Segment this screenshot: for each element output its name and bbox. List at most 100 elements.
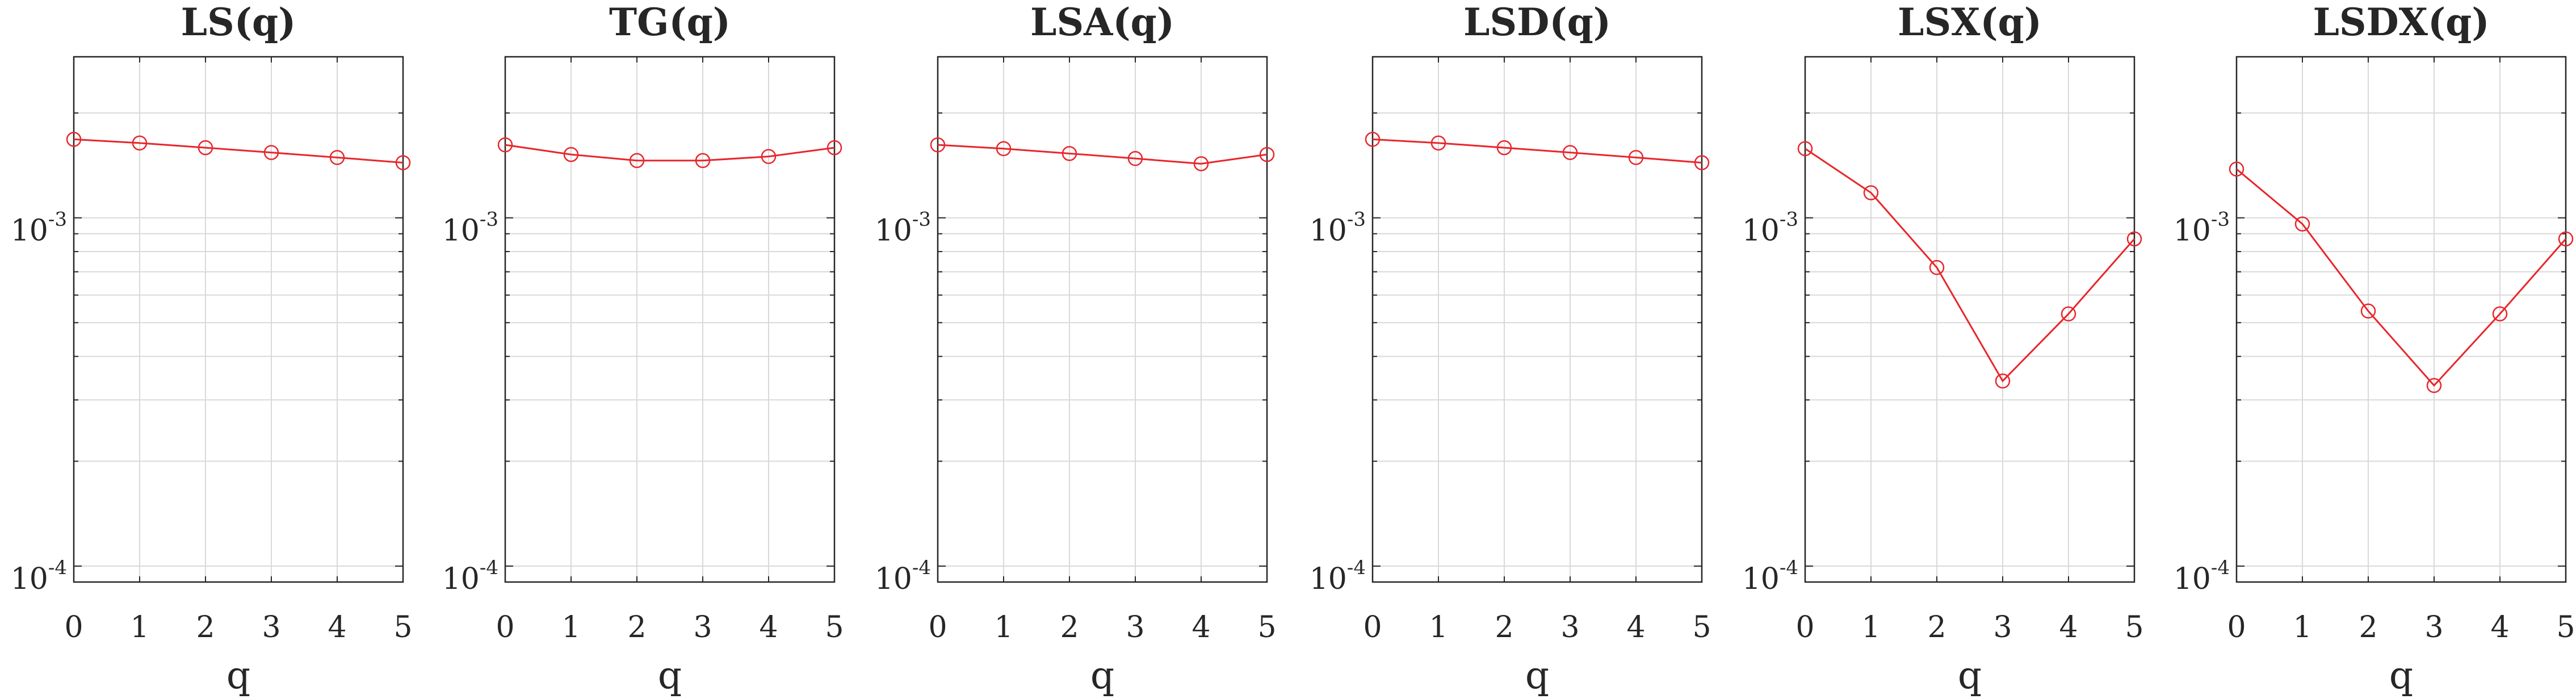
y-tick-label: 10-4 xyxy=(11,556,67,596)
data-point xyxy=(1430,135,1446,151)
data-point xyxy=(1863,185,1879,200)
x-axis-label: q xyxy=(1958,654,1982,697)
data-point xyxy=(1127,150,1143,166)
data-point xyxy=(497,137,513,153)
data-point xyxy=(761,149,777,164)
data-point xyxy=(263,145,279,160)
data-point xyxy=(930,137,946,153)
y-tick-base: 10 xyxy=(1310,562,1347,596)
y-tick-base: 10 xyxy=(11,562,48,596)
x-tick-label: 1 xyxy=(1429,610,1448,644)
data-point xyxy=(2426,378,2442,394)
panel-title: LSDX(q) xyxy=(2313,0,2489,44)
x-tick-label: 3 xyxy=(2424,610,2443,644)
x-tick-label: 5 xyxy=(393,610,412,644)
x-axis-label: q xyxy=(1090,654,1114,697)
x-tick-label: 5 xyxy=(825,610,844,644)
x-tick-label: 2 xyxy=(627,610,646,644)
panel-title: LSX(q) xyxy=(1898,0,2042,44)
panel-title: LSD(q) xyxy=(1463,0,1611,44)
x-tick-label: 0 xyxy=(1795,610,1814,644)
y-tick-exponent: -4 xyxy=(480,556,498,579)
series-line xyxy=(1805,148,2136,383)
x-tick-label: 1 xyxy=(1861,610,1880,644)
y-tick-label: 10-3 xyxy=(1742,208,1798,248)
x-tick-label: 5 xyxy=(1692,610,1711,644)
x-tick-label: 3 xyxy=(1560,610,1579,644)
x-tick-label: 4 xyxy=(2490,610,2509,644)
data-point xyxy=(629,153,645,169)
y-tick-exponent: -4 xyxy=(48,556,67,579)
panel-title: TG(q) xyxy=(609,0,731,44)
y-tick-label: 10-4 xyxy=(442,556,498,596)
y-tick-base: 10 xyxy=(875,214,912,248)
y-tick-exponent: -3 xyxy=(1780,208,1798,231)
data-point xyxy=(395,155,411,170)
data-point xyxy=(695,153,711,169)
series-line xyxy=(73,138,404,164)
data-point xyxy=(1929,259,1945,275)
data-point xyxy=(132,135,148,151)
x-tick-label: 2 xyxy=(1495,610,1513,644)
x-tick-label: 1 xyxy=(130,610,149,644)
axes-box xyxy=(73,56,404,583)
y-tick-label: 10-3 xyxy=(2174,208,2230,248)
y-tick-base: 10 xyxy=(2174,214,2211,248)
data-point xyxy=(2360,303,2376,319)
x-tick-label: 5 xyxy=(2125,610,2143,644)
panel-title: LS(q) xyxy=(181,0,296,44)
y-tick-label: 10-3 xyxy=(11,208,67,248)
x-tick-label: 1 xyxy=(994,610,1013,644)
x-tick-label: 5 xyxy=(2556,610,2575,644)
data-point xyxy=(1062,146,1077,161)
data-point xyxy=(1628,150,1644,165)
x-axis-label: q xyxy=(658,654,682,697)
data-point xyxy=(2229,161,2244,177)
data-point xyxy=(2126,231,2142,246)
y-tick-label: 10-3 xyxy=(875,208,931,248)
axes-box xyxy=(937,56,1268,583)
x-tick-label: 1 xyxy=(561,610,580,644)
y-tick-exponent: -3 xyxy=(1347,208,1366,231)
x-tick-label: 3 xyxy=(262,610,280,644)
y-tick-exponent: -3 xyxy=(2211,208,2230,231)
series-line xyxy=(505,144,835,162)
x-tick-label: 0 xyxy=(2227,610,2246,644)
data-point xyxy=(2061,306,2076,321)
y-tick-base: 10 xyxy=(2174,562,2211,596)
data-point xyxy=(1193,156,1209,171)
y-tick-exponent: -3 xyxy=(480,208,498,231)
data-point xyxy=(1995,373,2011,389)
data-point xyxy=(329,150,345,165)
data-point xyxy=(2294,216,2310,232)
data-point xyxy=(198,140,213,156)
data-point xyxy=(1797,141,1813,157)
x-tick-label: 0 xyxy=(928,610,947,644)
data-point xyxy=(826,140,842,156)
y-tick-exponent: -4 xyxy=(1780,556,1798,579)
y-tick-exponent: -4 xyxy=(2211,556,2230,579)
x-tick-label: 4 xyxy=(1191,610,1210,644)
x-tick-label: 4 xyxy=(328,610,346,644)
x-tick-label: 0 xyxy=(1363,610,1382,644)
chart-panel-1: 0 1 2 3 4 510-310-4LS(q)q xyxy=(11,0,413,697)
series-line xyxy=(2236,168,2567,387)
y-tick-exponent: -3 xyxy=(912,208,931,231)
x-tick-label: 0 xyxy=(496,610,514,644)
x-tick-label: 3 xyxy=(1993,610,2012,644)
x-axis-label: q xyxy=(2389,654,2413,697)
y-tick-exponent: -3 xyxy=(48,208,67,231)
x-axis-label: q xyxy=(226,654,250,697)
y-tick-label: 10-3 xyxy=(442,208,498,248)
data-point xyxy=(66,132,82,147)
data-point xyxy=(1259,147,1275,162)
y-tick-label: 10-3 xyxy=(1310,208,1366,248)
x-tick-label: 5 xyxy=(1257,610,1276,644)
data-point xyxy=(2492,306,2508,321)
x-tick-label: 3 xyxy=(1126,610,1144,644)
